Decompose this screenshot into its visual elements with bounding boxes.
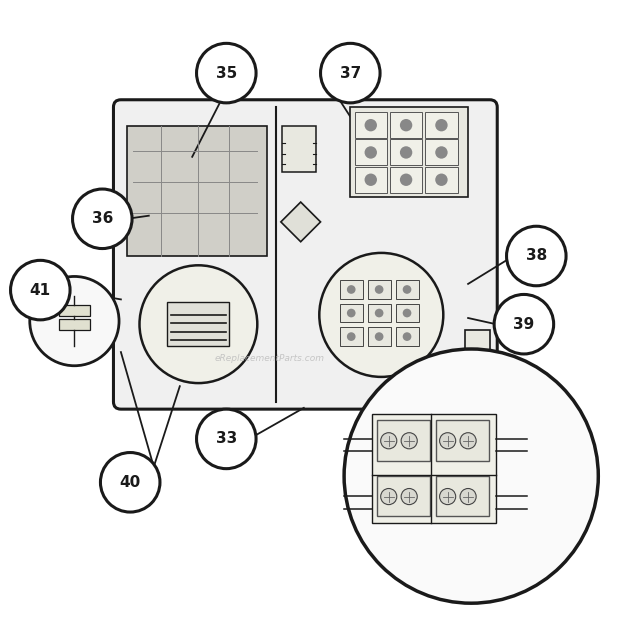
Bar <box>340 280 363 299</box>
Circle shape <box>440 488 456 504</box>
Text: 37: 37 <box>340 66 361 81</box>
Circle shape <box>507 226 566 286</box>
Circle shape <box>365 146 377 158</box>
Circle shape <box>440 432 456 449</box>
Bar <box>368 304 391 322</box>
Circle shape <box>344 349 598 603</box>
Text: 39: 39 <box>513 317 534 332</box>
Circle shape <box>435 119 448 132</box>
Text: 41: 41 <box>30 282 51 298</box>
Circle shape <box>319 253 443 377</box>
Circle shape <box>403 308 411 317</box>
Bar <box>425 167 458 193</box>
Circle shape <box>73 189 132 249</box>
Bar <box>368 280 391 299</box>
Bar <box>340 304 363 322</box>
Circle shape <box>401 432 417 449</box>
Bar <box>465 330 490 383</box>
Circle shape <box>365 119 377 132</box>
Circle shape <box>494 294 554 354</box>
Bar <box>390 139 422 165</box>
Bar <box>355 167 387 193</box>
Bar <box>355 139 387 165</box>
Circle shape <box>403 285 411 294</box>
Circle shape <box>197 409 256 469</box>
Circle shape <box>403 332 411 341</box>
Bar <box>396 304 418 322</box>
Text: 36: 36 <box>92 211 113 226</box>
Circle shape <box>321 43 380 103</box>
Bar <box>282 126 316 172</box>
Circle shape <box>100 453 160 512</box>
Bar <box>355 112 387 138</box>
Text: 33: 33 <box>216 431 237 446</box>
Circle shape <box>435 174 448 186</box>
Circle shape <box>375 285 383 294</box>
Bar <box>425 139 458 165</box>
Circle shape <box>347 285 356 294</box>
Circle shape <box>365 174 377 186</box>
Bar <box>59 319 90 330</box>
Bar <box>127 126 267 256</box>
Bar <box>390 112 422 138</box>
Circle shape <box>381 432 397 449</box>
Circle shape <box>401 488 417 504</box>
Circle shape <box>30 277 119 366</box>
Bar <box>377 420 430 460</box>
Text: 40: 40 <box>120 475 141 490</box>
Polygon shape <box>281 202 321 242</box>
Circle shape <box>435 146 448 158</box>
Bar <box>350 107 468 197</box>
FancyBboxPatch shape <box>113 100 497 409</box>
Circle shape <box>347 332 356 341</box>
Circle shape <box>140 265 257 383</box>
Circle shape <box>400 119 412 132</box>
Bar <box>59 305 90 316</box>
Circle shape <box>375 332 383 341</box>
Bar <box>372 414 496 523</box>
Bar <box>425 112 458 138</box>
Circle shape <box>460 432 476 449</box>
Bar <box>390 167 422 193</box>
Text: 35: 35 <box>216 66 237 81</box>
Bar <box>368 328 391 346</box>
Circle shape <box>347 308 356 317</box>
Bar <box>396 328 418 346</box>
Circle shape <box>11 260 70 320</box>
Bar <box>167 303 229 346</box>
Bar <box>377 476 430 516</box>
Text: 38: 38 <box>526 249 547 263</box>
Bar <box>396 280 418 299</box>
Circle shape <box>197 43 256 103</box>
Bar <box>340 328 363 346</box>
Circle shape <box>381 488 397 504</box>
Bar <box>436 420 489 460</box>
Circle shape <box>375 308 383 317</box>
Text: eReplacementParts.com: eReplacementParts.com <box>215 354 325 363</box>
Bar <box>436 476 489 516</box>
Circle shape <box>460 488 476 504</box>
Circle shape <box>400 174 412 186</box>
Circle shape <box>400 146 412 158</box>
